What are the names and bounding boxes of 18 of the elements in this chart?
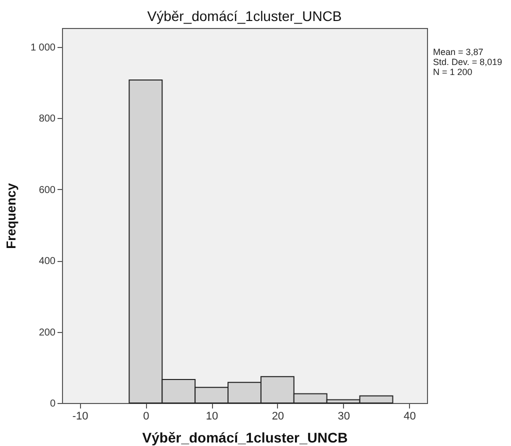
x-tick-label: 0 [143,410,150,422]
y-tick-label: 200 [38,327,56,338]
text: Mean = 3,87 [433,47,484,57]
text: Std. Dev. = 8,019 [433,57,502,67]
y-tick-label: 600 [38,184,56,196]
text: N = 1 200 [433,67,472,77]
y-tick-label: 400 [38,256,56,268]
chart-title: Výběr_domácí_1cluster_UNCB [147,8,342,24]
x-tick-label: 10 [206,410,218,422]
y-tick-label: 1 000 [30,42,56,54]
y-tick-label: 0 [50,398,56,410]
x-axis-title: Výběr_domácí_1cluster_UNCB [142,430,348,446]
x-tick-label: -10 [72,410,88,422]
x-tick-label: 30 [338,410,350,422]
y-axis-title: Frequency [3,182,18,249]
x-tick-label: 20 [272,410,284,422]
y-tick-label: 800 [38,114,56,125]
x-tick-label: 40 [404,410,416,422]
